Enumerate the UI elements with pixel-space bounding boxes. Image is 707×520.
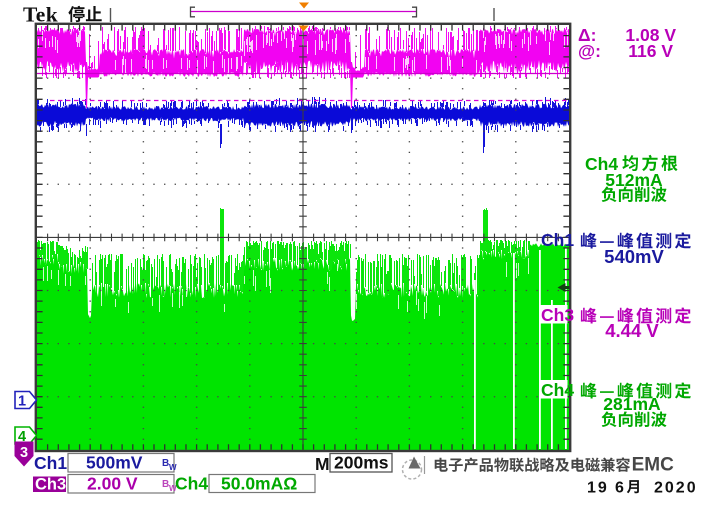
svg-text:2.00 V: 2.00 V [87,474,138,494]
svg-text:19: 19 [587,480,609,497]
svg-text:Δ:: Δ: [578,25,596,45]
svg-text:4: 4 [18,429,26,445]
svg-text:Tek: Tek [23,3,58,27]
svg-text:Ch4: Ch4 [585,154,618,174]
svg-text:W: W [169,463,177,472]
svg-text:Ch1: Ch1 [34,453,67,473]
svg-text:200ms: 200ms [334,453,389,473]
svg-text:50.0mAΩ: 50.0mAΩ [221,474,297,494]
svg-text:Ch3: Ch3 [541,305,574,325]
svg-text:4.44 V: 4.44 V [605,320,659,341]
svg-text:3: 3 [20,445,28,461]
svg-text:116 V: 116 V [628,41,673,61]
svg-text:@:: @: [578,41,601,61]
svg-text:6: 6 [615,480,624,497]
svg-text:W: W [169,484,177,493]
svg-text:500mV: 500mV [86,453,143,473]
svg-text:281mA: 281mA [603,394,661,414]
svg-text:Ch1: Ch1 [541,230,574,250]
svg-text:EMC: EMC [632,455,675,476]
svg-text:540mV: 540mV [604,246,664,267]
svg-text:1: 1 [18,394,26,410]
svg-text:1.08 V: 1.08 V [625,25,676,45]
svg-text:Ch4: Ch4 [541,380,574,400]
svg-text:512mA: 512mA [605,170,663,190]
svg-text:B: B [162,458,169,469]
svg-text:Ch3: Ch3 [35,476,66,494]
svg-text:2020: 2020 [654,480,698,497]
svg-text:M: M [315,454,330,474]
svg-text:Ch4: Ch4 [175,474,208,494]
svg-text:B: B [162,479,169,490]
